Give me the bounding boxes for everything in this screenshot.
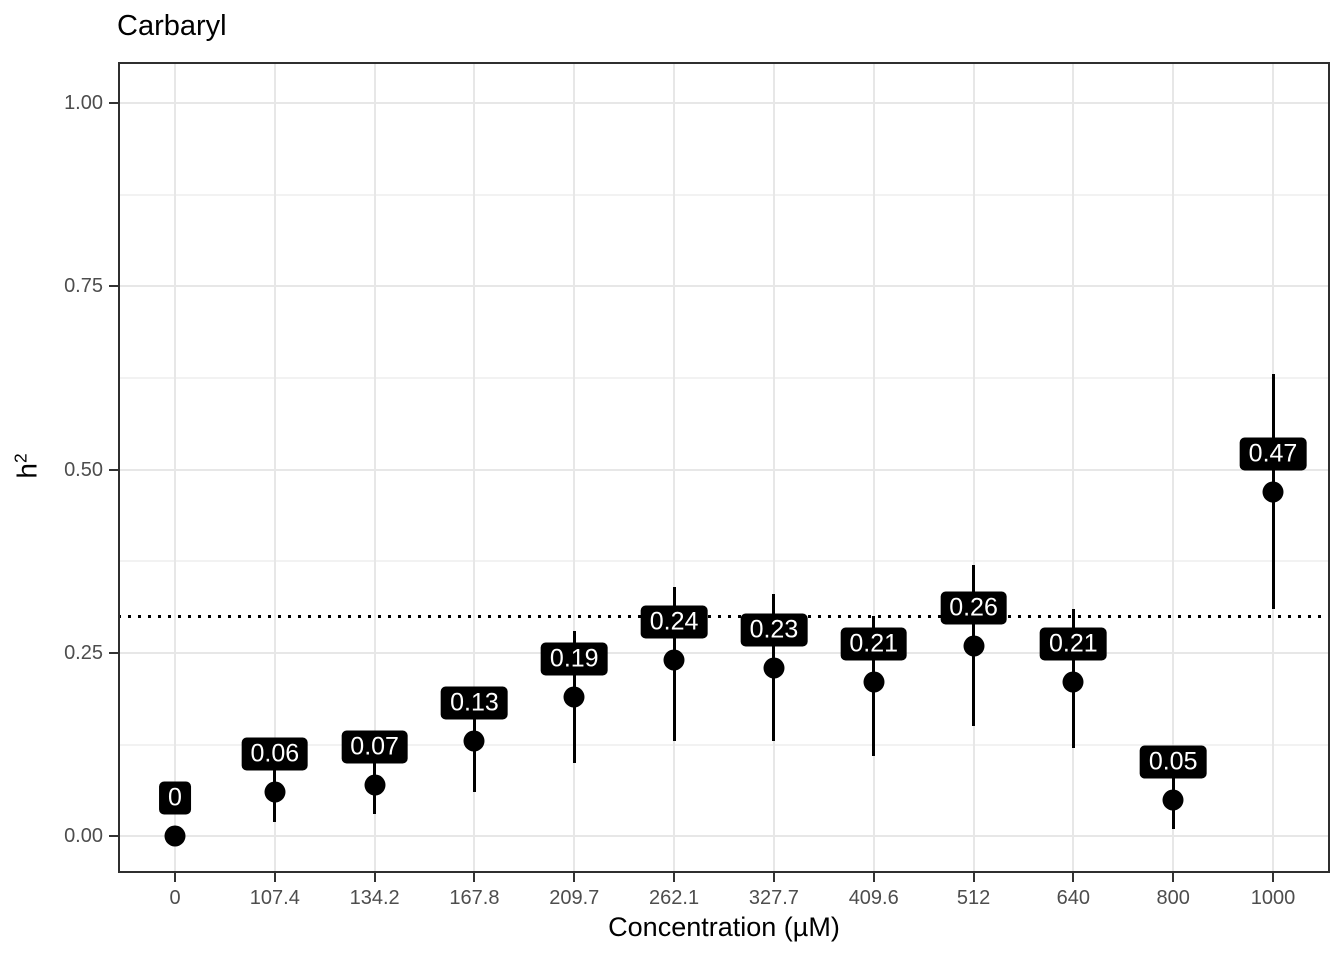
v-gridline: [772, 62, 775, 873]
data-point: [663, 649, 685, 671]
x-tick-label: 262.1: [649, 887, 700, 909]
x-tick: [273, 873, 276, 882]
h-gridline-major: [118, 652, 1330, 655]
x-tick: [373, 873, 376, 882]
x-tick-label: 0: [169, 887, 181, 909]
point-label: 0.23: [740, 613, 808, 647]
x-tick-label: 327.7: [748, 887, 799, 909]
data-point: [1262, 481, 1284, 503]
v-gridline: [1172, 62, 1175, 873]
data-point: [1162, 789, 1184, 811]
h-gridline-minor: [118, 743, 1330, 746]
y-tick-label: 1.00: [64, 92, 103, 115]
h-gridline-minor: [118, 377, 1330, 380]
x-tick-label: 209.7: [549, 887, 600, 909]
h-gridline-major: [118, 285, 1330, 288]
point-label: 0.26: [940, 591, 1007, 625]
v-gridline: [174, 62, 176, 873]
data-point: [264, 781, 286, 803]
v-gridline: [573, 62, 576, 873]
x-tick-label: 800: [1156, 887, 1190, 909]
x-tick-label: 640: [1056, 887, 1091, 909]
point-label: 0.47: [1239, 437, 1307, 471]
v-gridline: [673, 62, 676, 873]
chart-title: Carbaryl: [117, 10, 227, 42]
y-tick: [109, 468, 118, 471]
h-gridline-major: [118, 102, 1330, 105]
reference-line: [118, 614, 1330, 618]
v-gridline: [373, 62, 376, 873]
data-point: [364, 774, 386, 796]
x-tick-label: 409.6: [848, 887, 899, 909]
x-tick: [1172, 873, 1175, 882]
y-tick: [109, 835, 118, 838]
point-label: 0.19: [540, 642, 608, 676]
x-tick-label: 167.8: [449, 887, 500, 909]
x-tick-label: 1000: [1250, 887, 1296, 909]
data-point: [463, 730, 485, 752]
h-gridline-major: [118, 835, 1330, 838]
v-gridline: [473, 62, 476, 873]
x-tick: [872, 873, 875, 882]
point-label: 0.07: [341, 730, 408, 764]
h-gridline-minor: [118, 193, 1330, 196]
plot-panel: 0 0.06 0.07 0.13 0.19 0.24 0.23 0.21 0.26 0.21 0.0…: [118, 62, 1330, 873]
x-tick-label: 134.2: [349, 887, 400, 909]
point-label: 0.21: [840, 627, 908, 661]
h-gridline-major: [118, 468, 1330, 471]
y-tick-label: 0.00: [64, 825, 103, 848]
v-gridline: [972, 62, 975, 873]
point-label: 0.05: [1139, 745, 1207, 779]
data-point: [1062, 671, 1084, 693]
h-gridline-minor: [118, 560, 1330, 563]
y-tick-label: 0.75: [64, 275, 103, 298]
y-axis-title-exponent: 2: [10, 453, 31, 464]
x-tick: [573, 873, 576, 882]
data-point: [164, 825, 186, 847]
x-tick: [174, 873, 176, 882]
x-tick: [772, 873, 775, 882]
data-point: [863, 671, 885, 693]
x-tick: [1072, 873, 1075, 882]
y-tick-label: 0.50: [64, 458, 103, 481]
point-label: 0.21: [1040, 627, 1107, 661]
x-tick: [473, 873, 476, 882]
y-tick: [109, 652, 118, 655]
point-label: 0.24: [640, 605, 708, 639]
point-label: 0.06: [241, 737, 309, 771]
y-tick: [109, 285, 118, 288]
point-label: 0: [159, 781, 191, 815]
x-tick: [1272, 873, 1274, 882]
v-gridline: [1072, 62, 1075, 873]
x-tick: [673, 873, 676, 882]
data-point: [963, 635, 985, 657]
x-tick-label: 107.4: [249, 887, 300, 909]
v-gridline: [872, 62, 875, 873]
x-tick-label: 512: [956, 887, 991, 909]
y-tick: [109, 102, 118, 105]
data-point: [563, 686, 585, 708]
x-tick: [972, 873, 975, 882]
point-label: 0.13: [441, 686, 508, 720]
y-tick-label: 0.25: [64, 642, 103, 665]
data-point: [763, 657, 785, 679]
v-gridline: [273, 62, 276, 873]
x-axis-title: Concentration (µM): [608, 912, 840, 942]
